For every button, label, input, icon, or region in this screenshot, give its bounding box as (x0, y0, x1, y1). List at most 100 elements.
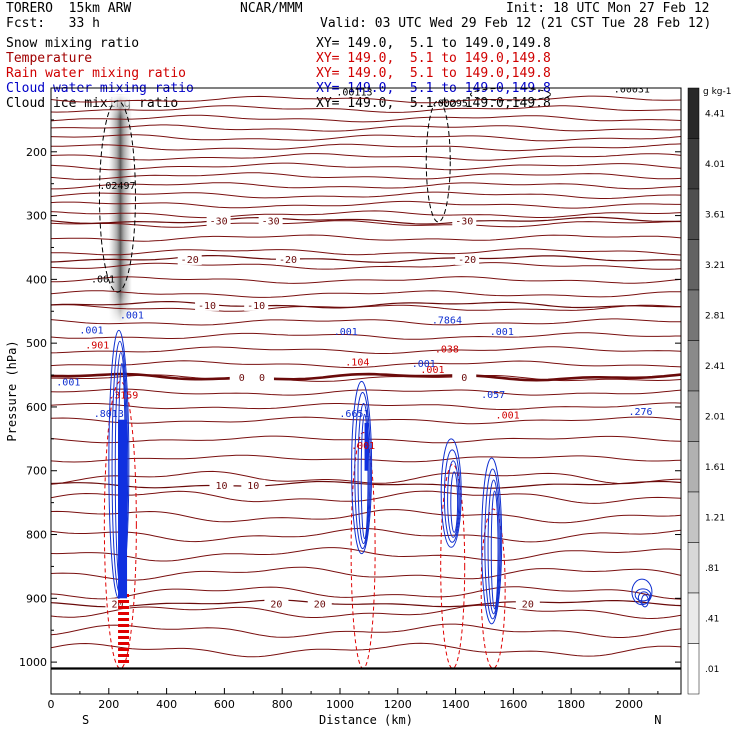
isotherm-line (51, 290, 681, 298)
field-value-label: .001 (56, 377, 80, 388)
field-value-label: .7864 (432, 315, 462, 326)
y-tick-label: 600 (26, 401, 47, 414)
isotherm-line (51, 527, 681, 543)
isotherm-line (51, 470, 681, 485)
field-xy-rain: XY= 149.0, 5.1 to 149.0,149.8 (316, 66, 551, 81)
contour-label-20: 20 (314, 599, 326, 610)
contour-label-0: 0 (259, 373, 265, 384)
colorbar-swatch (687, 592, 700, 644)
cloud-water-contour-1 (354, 391, 371, 550)
contour-label-bg (452, 371, 477, 383)
contour-label--20: -20 (181, 255, 199, 266)
contour-label-bg (229, 371, 254, 383)
field-xy-snow: XY= 149.0, 5.1 to 149.0,149.8 (316, 36, 551, 51)
cloud-water-contour-1 (357, 402, 370, 545)
field-value-label: .8013 (94, 409, 124, 420)
colorbar-swatch (687, 491, 700, 543)
temperature-contour--20 (51, 255, 681, 263)
cloud-water-core-2 (364, 422, 369, 471)
colorbar-level-label: 2.81 (705, 311, 725, 321)
rain-contour-3 (480, 508, 506, 669)
field-value-label: .276 (628, 407, 652, 418)
contour-label--30: -30 (210, 217, 228, 228)
x-tick-label: 1400 (442, 698, 470, 711)
x-axis-label: Distance (km) (319, 713, 413, 727)
contour-label-bg (264, 598, 289, 610)
field-value-label: .001 (79, 326, 103, 337)
contour-label-bg (209, 479, 234, 491)
isotherm-line (51, 172, 681, 180)
field-value-label: .001 (420, 365, 444, 376)
field-value-label: .001 (490, 327, 514, 338)
y-tick-label: 500 (26, 337, 47, 350)
y-tick-label: 300 (26, 210, 47, 223)
isotherm-line (51, 490, 681, 504)
colorbar-swatch (687, 390, 700, 442)
cloud-water-core (118, 419, 128, 599)
cloud-water-contour-4 (637, 591, 651, 605)
x-tick-label: 200 (98, 698, 119, 711)
snow-contour-0 (98, 100, 136, 293)
field-value-label: .6651 (339, 409, 369, 420)
contour-label-20: 20 (111, 599, 123, 610)
cloud-water-contour-4 (634, 588, 652, 602)
isotherm-line (51, 566, 681, 581)
colorbar-level-label: 4.41 (705, 109, 725, 119)
contour-label-bg (105, 598, 130, 610)
colorbar-swatch (687, 239, 700, 291)
contour-label--30: -30 (262, 217, 280, 228)
x-tick-label: 1800 (557, 698, 585, 711)
colorbar-level-label: 1.21 (705, 513, 725, 523)
field-value-label: .001 (351, 441, 375, 452)
x-tick-label: 1000 (326, 698, 354, 711)
temperature-contour--10 (51, 301, 681, 309)
field-value-label: .3159 (108, 391, 138, 402)
field-label-snow: Snow mixing ratio (6, 36, 140, 51)
y-tick-label: 400 (26, 273, 47, 286)
isotherm-line (51, 200, 681, 209)
temperature-contour-20 (51, 599, 681, 608)
x-end-label-left: S (82, 713, 89, 727)
x-tick-label: 400 (156, 698, 177, 711)
colorbar-swatch (687, 441, 700, 493)
plot-clip-group: -30 -30 -30 -20 -20 -20 -10 -10 0 0 0 10 10 20 20 20 20.… (51, 84, 681, 670)
isotherm-line (51, 143, 681, 152)
contour-label--30: -30 (455, 217, 473, 228)
isotherm-line (51, 402, 681, 410)
cloud-water-contour-2 (450, 471, 459, 533)
colorbar-level-label: .81 (705, 564, 719, 574)
contour-label-bg (177, 253, 202, 265)
colorbar-swatch (687, 138, 700, 190)
x-tick-label: 2000 (615, 698, 643, 711)
cloud-water-contour-2 (447, 460, 460, 538)
field-value-label: .001 (334, 327, 358, 338)
isotherm-line (51, 360, 681, 369)
y-tick-label: 700 (26, 465, 47, 478)
field-value-label: .001 (496, 410, 520, 421)
isotherm-line (51, 276, 681, 284)
isotherm-line (51, 220, 681, 228)
isotherm-line (51, 210, 681, 219)
valid-label: Valid: 03 UTC Wed 29 Feb 12 (21 CST Tue … (320, 16, 712, 31)
cloud-water-contour-3 (487, 479, 500, 615)
contour-label--10: -10 (247, 301, 265, 312)
contour-label-10: 10 (247, 481, 259, 492)
init-label: Init: 18 UTC Mon 27 Feb 12 (506, 1, 710, 16)
colorbar-level-label: 3.21 (705, 261, 725, 271)
isotherm-line (51, 642, 681, 658)
x-tick-label: 800 (272, 698, 293, 711)
plot-area: -30 -30 -30 -20 -20 -20 -10 -10 0 0 0 10 10 20 20 20 20.… (51, 84, 681, 670)
cloud-water-contour-3 (490, 490, 499, 610)
snow-contour-2 (470, 88, 551, 102)
isotherm-line (51, 248, 681, 256)
field-value-label: .00031 (614, 84, 650, 95)
contour-label-0: 0 (239, 373, 245, 384)
colorbar: 4.41 4.01 3.61 3.21 2.81 2.41 2.01 1.61 1.21 .81.… (687, 87, 731, 695)
contour-label-10: 10 (215, 481, 227, 492)
contour-label-bg (241, 479, 266, 491)
y-tick-label: 800 (26, 529, 47, 542)
colorbar-swatch (687, 340, 700, 392)
x-tick-label: 0 (48, 698, 55, 711)
